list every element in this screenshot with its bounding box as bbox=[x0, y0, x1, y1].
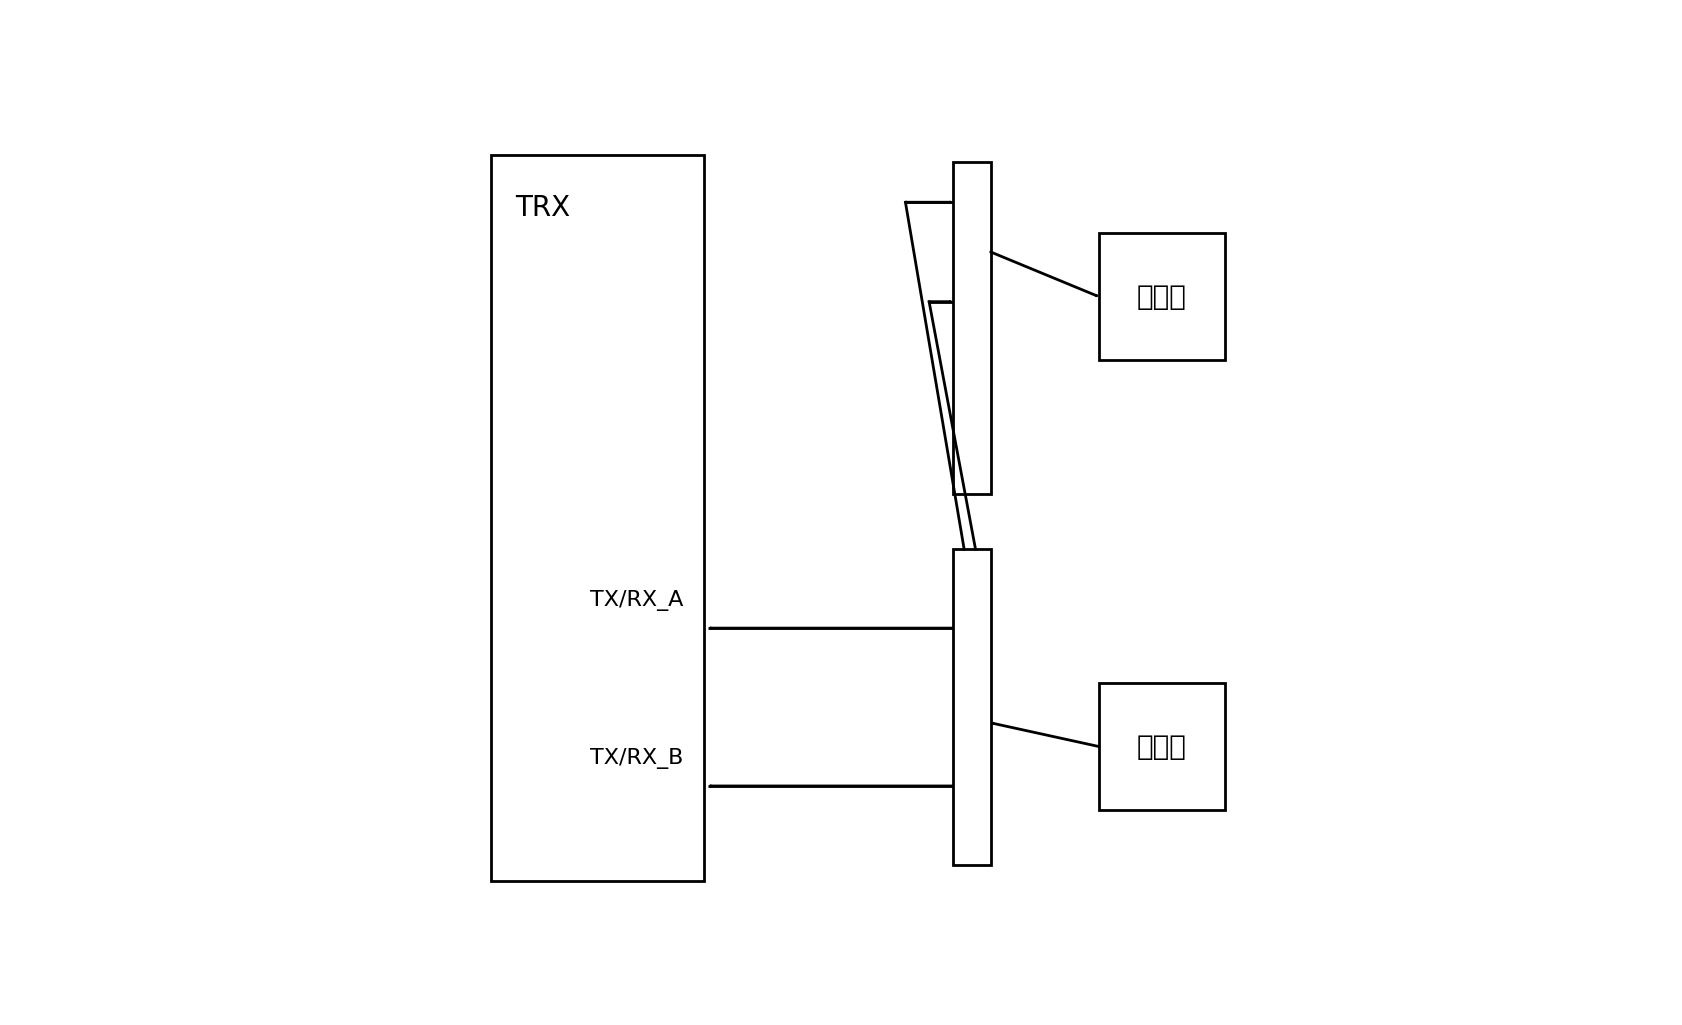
Bar bbox=[952, 163, 991, 494]
Text: TX/RX_B: TX/RX_B bbox=[590, 748, 683, 769]
Text: 频谱仪: 频谱仪 bbox=[1137, 283, 1187, 311]
Bar bbox=[1098, 684, 1224, 810]
Bar bbox=[491, 155, 705, 880]
Bar bbox=[952, 549, 991, 865]
Bar bbox=[1098, 234, 1224, 360]
Text: 信号源: 信号源 bbox=[1137, 733, 1187, 761]
Text: TRX: TRX bbox=[515, 194, 570, 222]
Text: TX/RX_A: TX/RX_A bbox=[590, 590, 683, 611]
